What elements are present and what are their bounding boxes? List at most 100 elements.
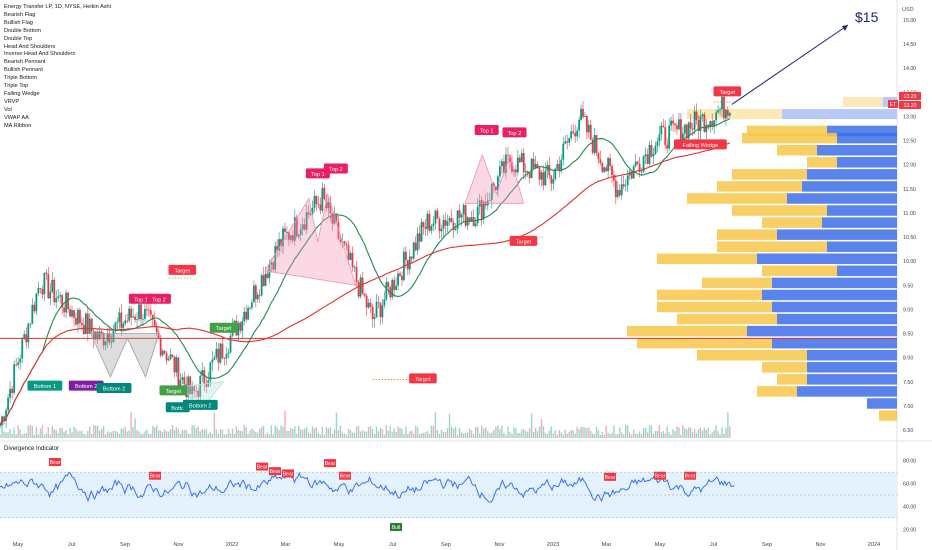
volume-bar (595, 426, 598, 438)
volume-bar (442, 432, 445, 438)
volume-bar (719, 434, 721, 438)
candle-body (691, 128, 694, 130)
candle-body (88, 318, 91, 334)
candle-body (239, 322, 242, 331)
legend-item[interactable]: Vol (4, 106, 12, 113)
volume-bar (130, 411, 132, 438)
candle-body (333, 215, 336, 224)
volume-bar (597, 430, 600, 438)
volume-bar (104, 434, 107, 438)
volume-bar (301, 429, 304, 438)
candle-body (191, 386, 194, 395)
legend-title[interactable]: Energy Transfer LP, 1D, NYSE, Heikin Ash… (4, 4, 111, 10)
legend-item[interactable]: Head And Shoulders (4, 43, 56, 50)
volume-bar (725, 427, 727, 438)
arrow-head (842, 25, 848, 31)
volume-bar (49, 434, 51, 438)
volume-bar (239, 430, 242, 438)
candle-body (90, 318, 93, 332)
volume-bar (201, 429, 203, 438)
bear-label: Bear (655, 474, 666, 480)
legend-item[interactable]: VWAP AA (4, 114, 29, 121)
legend-item[interactable]: Triple Bottom (4, 75, 38, 82)
candle-body (289, 235, 292, 240)
target-label: Target (720, 90, 736, 96)
candle-body (509, 155, 511, 163)
candle-body (612, 174, 615, 181)
volume-profile-bar (747, 325, 897, 337)
legend-item[interactable]: Triple Top (4, 83, 29, 90)
volume-bar (523, 428, 525, 438)
legend-item[interactable]: MA Ribbon (4, 122, 32, 129)
volume-bar (213, 412, 216, 438)
volume-profile-bar (879, 410, 897, 421)
volume-bar (329, 427, 332, 438)
indicator-title[interactable]: Divergence Indicator (4, 446, 60, 452)
candle-body (96, 331, 99, 340)
candle-body (616, 189, 619, 198)
volume-bar (296, 433, 298, 438)
candle-body (654, 145, 657, 155)
candle-body (359, 277, 362, 297)
volume-bar (221, 429, 224, 438)
legend-item[interactable]: Bearish Pennant (4, 59, 46, 66)
time-axis-label: Nov (495, 542, 505, 548)
candle-body (33, 304, 36, 312)
price-badge: 13.29 (904, 94, 917, 100)
price-tick-label: 10.50 (903, 235, 916, 241)
candle-body (71, 310, 73, 317)
volume-bar (715, 425, 717, 438)
volume-bar (634, 433, 637, 438)
legend-item[interactable]: Falling Wedge (4, 90, 40, 97)
candle-body (138, 304, 140, 320)
volume-bar (35, 426, 38, 438)
volume-bar (311, 426, 314, 438)
legend-item[interactable]: Bullish Flag (4, 19, 33, 26)
candle-body (29, 323, 32, 325)
legend-item[interactable]: Double Bottom (4, 27, 42, 34)
candle-body (205, 383, 208, 387)
candle-body (723, 96, 725, 119)
candle-body (116, 322, 119, 323)
candle-body (597, 153, 600, 160)
candle-body (286, 231, 288, 233)
volume-bar (309, 433, 312, 438)
candle-body (339, 239, 342, 242)
volume-bar (57, 433, 59, 438)
legend-item[interactable]: VRVP (4, 98, 20, 105)
volume-bar (582, 427, 584, 438)
volume-bar (491, 432, 493, 438)
legend-item[interactable]: Bearish Flag (4, 11, 36, 18)
legend-item[interactable]: Double Top (4, 35, 33, 42)
candle-body (511, 162, 513, 172)
volume-profile-bar (772, 337, 897, 349)
candle-body (648, 145, 651, 164)
candle-body (620, 184, 623, 196)
bear-label-bg (149, 471, 161, 480)
candle-body (452, 222, 455, 231)
candle-body (544, 170, 547, 186)
price-tick-label: 8.00 (903, 356, 913, 362)
volume-bar (163, 429, 166, 438)
candle-body (556, 163, 559, 169)
top-2b-label: Top 2 (329, 167, 343, 173)
candle-body (460, 214, 463, 218)
volume-bar (108, 432, 111, 438)
candle-body (59, 295, 62, 297)
volume-bar (323, 434, 326, 438)
candle-body (181, 377, 184, 380)
legend-item[interactable]: Bullish Pennant (4, 67, 43, 74)
volume-bar (343, 433, 346, 438)
candle-body (84, 313, 87, 335)
volume-bar (73, 426, 75, 438)
volume-bar (339, 425, 342, 438)
legend-item[interactable]: Inverse Head And Shoulders (4, 51, 76, 58)
volume-profile-bar (772, 301, 897, 313)
candle-body (705, 124, 708, 132)
volume-bar (387, 430, 389, 438)
volume-bar (688, 427, 690, 438)
volume-bar (409, 431, 411, 438)
candle-body (57, 296, 60, 299)
volume-bar (138, 431, 140, 438)
